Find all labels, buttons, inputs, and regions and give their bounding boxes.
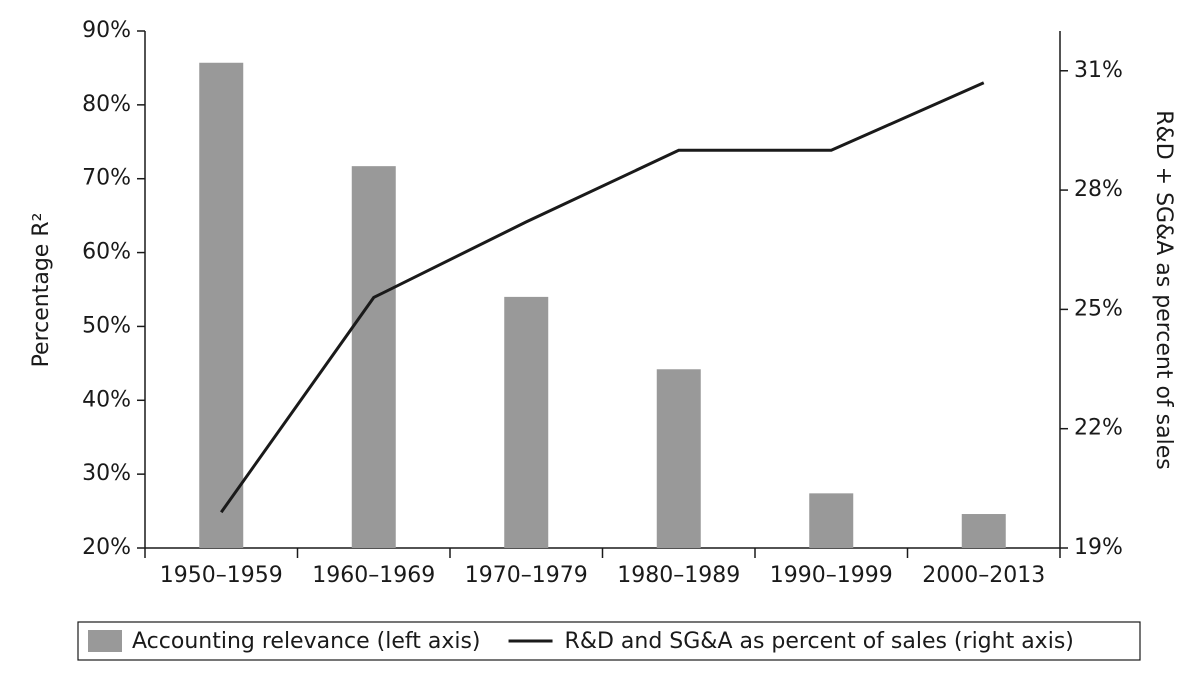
y2-axis-label: R&D + SG&A as percent of sales bbox=[1151, 110, 1176, 469]
x-tick-label: 1990–1999 bbox=[770, 563, 893, 588]
x-tick-label: 1960–1969 bbox=[312, 563, 435, 588]
bar bbox=[656, 369, 701, 548]
y-tick-label: 80% bbox=[82, 92, 131, 117]
y-tick-label: 40% bbox=[82, 387, 131, 412]
x-tick-label: 1950–1959 bbox=[160, 563, 283, 588]
y2-tick-label: 31% bbox=[1074, 58, 1123, 83]
y-tick-label: 20% bbox=[82, 535, 131, 560]
y2-tick-label: 19% bbox=[1074, 535, 1123, 560]
legend-box bbox=[77, 621, 1141, 661]
bar bbox=[351, 166, 396, 548]
y-tick-label: 70% bbox=[82, 166, 131, 191]
y2-tick-label: 25% bbox=[1074, 296, 1123, 321]
legend-label: Accounting relevance (left axis) bbox=[132, 629, 481, 654]
x-tick-label: 1970–1979 bbox=[465, 563, 588, 588]
legend-swatch bbox=[88, 630, 122, 652]
bar bbox=[199, 62, 244, 548]
y-tick-label: 60% bbox=[82, 240, 131, 265]
y2-tick-label: 22% bbox=[1074, 416, 1123, 441]
line bbox=[220, 81, 985, 514]
bar bbox=[961, 514, 1006, 548]
y-axis-label: Percentage R² bbox=[29, 213, 54, 368]
bar bbox=[809, 493, 854, 548]
x-tick-label: 1980–1989 bbox=[617, 563, 740, 588]
bar bbox=[504, 296, 549, 548]
y-tick-label: 30% bbox=[82, 461, 131, 486]
y2-tick-label: 28% bbox=[1074, 177, 1123, 202]
x-tick-label: 2000–2013 bbox=[922, 563, 1045, 588]
legend-label: R&D and SG&A as percent of sales (right … bbox=[565, 629, 1074, 654]
y-tick-label: 50% bbox=[82, 313, 131, 338]
y-tick-label: 90% bbox=[82, 18, 131, 43]
